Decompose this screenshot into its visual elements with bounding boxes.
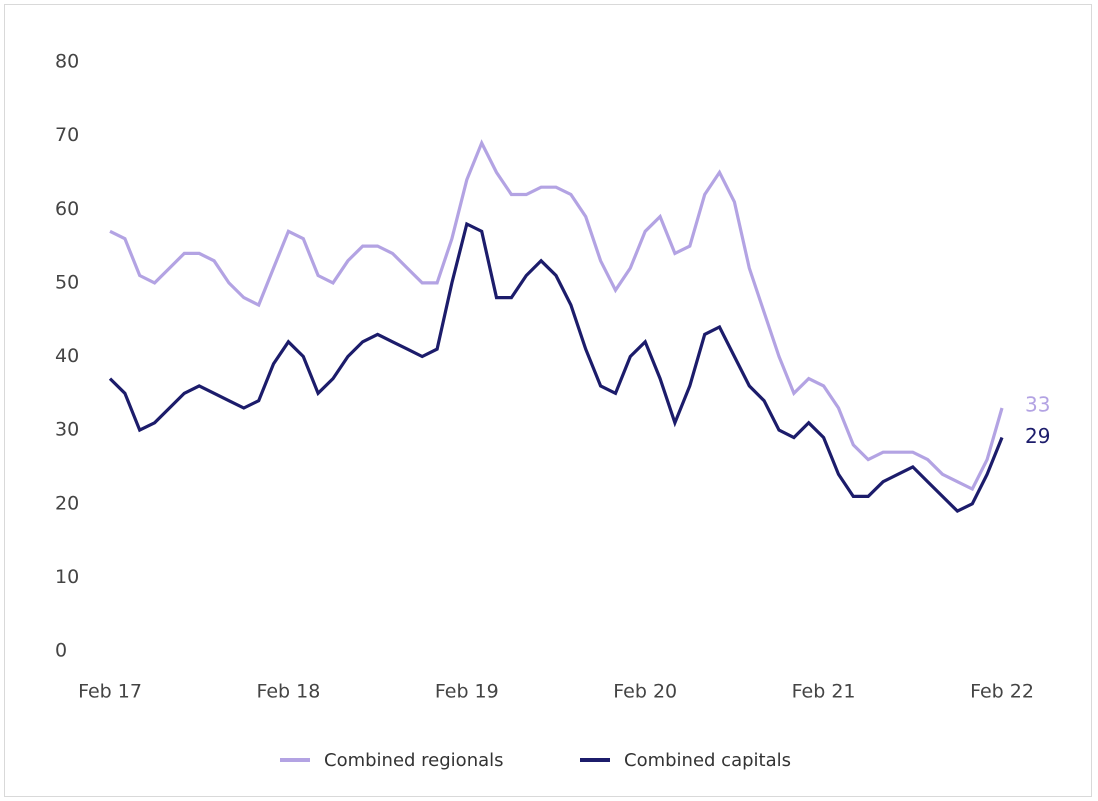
y-tick-label: 50 (55, 271, 79, 293)
x-tick-label: Feb 17 (78, 681, 142, 703)
y-tick-label: 60 (55, 198, 79, 220)
y-axis-ticks: 0 10 20 30 40 50 60 70 80 (55, 51, 79, 662)
x-axis-ticks: Feb 17 Feb 18 Feb 19 Feb 20 Feb 21 Feb 22 (78, 681, 1034, 703)
series-line-combined-regionals (109, 139, 1004, 492)
chart-frame (4, 4, 1092, 797)
legend-label-combined-capitals: Combined capitals (624, 750, 791, 771)
y-tick-label: 30 (55, 419, 79, 441)
y-tick-label: 80 (55, 51, 79, 73)
y-tick-label: 40 (55, 345, 79, 367)
x-tick-label: Feb 18 (256, 681, 320, 703)
legend-label-combined-regionals: Combined regionals (324, 750, 504, 771)
end-label-combined-regionals: 33 (1025, 393, 1050, 417)
series-lines (108, 139, 1004, 514)
legend: Combined regionals Combined capitals (280, 750, 791, 771)
y-tick-label: 0 (55, 640, 67, 662)
y-tick-label: 20 (55, 492, 79, 514)
series-line-combined-capitals (108, 221, 1004, 514)
x-tick-label: Feb 20 (613, 681, 677, 703)
y-tick-label: 10 (55, 566, 79, 588)
end-label-combined-capitals: 29 (1025, 424, 1050, 448)
x-tick-label: Feb 19 (435, 681, 499, 703)
y-tick-label: 70 (55, 124, 79, 146)
x-tick-label: Feb 21 (792, 681, 856, 703)
x-tick-label: Feb 22 (970, 681, 1034, 703)
